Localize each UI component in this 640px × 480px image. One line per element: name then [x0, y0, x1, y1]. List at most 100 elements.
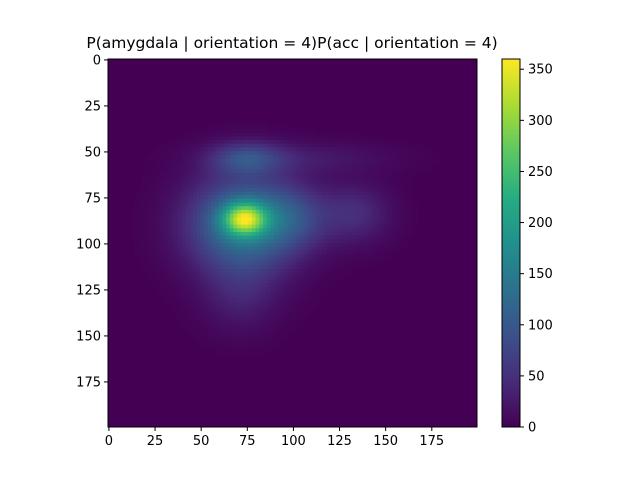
heatmap-cell [303, 298, 308, 303]
heatmap-cell [226, 279, 231, 285]
heatmap-cell [292, 298, 297, 303]
heatmap-cell [322, 231, 327, 237]
heatmap-cell [274, 327, 279, 332]
heatmap-cell [417, 147, 423, 152]
heatmap-cell [181, 287, 187, 292]
heatmap-cell [233, 294, 238, 299]
heatmap-cell [163, 239, 168, 244]
heatmap-cell [189, 176, 194, 182]
heatmap-cell [181, 309, 187, 314]
heatmap-cell [307, 257, 312, 262]
heatmap-cell [148, 246, 153, 251]
heatmap-cell [237, 342, 242, 347]
heatmap-cell [392, 158, 397, 163]
heatmap-cell [255, 294, 260, 299]
heatmap-cell [144, 257, 150, 262]
heatmap-cell [296, 265, 301, 270]
heatmap-cell [325, 198, 330, 204]
heatmap-cell [155, 261, 161, 266]
heatmap-cell [333, 191, 338, 196]
heatmap-cell [170, 198, 176, 204]
heatmap-cell [218, 162, 223, 167]
heatmap-cell [373, 187, 378, 193]
heatmap-cell [310, 231, 316, 237]
heatmap-cell [222, 198, 227, 204]
heatmap-cell [148, 162, 153, 167]
heatmap-cell [174, 246, 179, 251]
heatmap-cell [259, 220, 264, 226]
heatmap-cell [211, 335, 216, 340]
heatmap-cell [281, 276, 286, 281]
heatmap-cell [248, 342, 253, 347]
heatmap-cell [233, 191, 238, 196]
heatmap-cell [281, 290, 286, 296]
heatmap-cell [392, 246, 397, 251]
heatmap-cell [215, 213, 220, 218]
heatmap-cell [233, 195, 238, 200]
heatmap-cell [130, 228, 135, 233]
heatmap-cell [200, 331, 205, 336]
heatmap-cell [222, 154, 227, 159]
heatmap-cell [307, 147, 312, 152]
heatmap-cell [240, 173, 246, 178]
heatmap-cell [388, 184, 393, 189]
heatmap-cell [215, 272, 220, 277]
heatmap-cell [373, 224, 378, 229]
heatmap-cell [178, 220, 183, 226]
heatmap-cell [144, 180, 150, 185]
heatmap-cell [222, 283, 227, 288]
heatmap-cell [299, 217, 305, 222]
heatmap-cell [215, 184, 220, 189]
heatmap-cell [274, 228, 279, 233]
heatmap-cell [218, 136, 223, 141]
heatmap-cell [141, 231, 146, 237]
heatmap-cell [406, 213, 412, 218]
heatmap-cell [144, 243, 150, 248]
heatmap-cell [318, 231, 323, 237]
heatmap-cell [211, 301, 216, 307]
heatmap-cell [274, 213, 279, 218]
heatmap-cell [215, 202, 220, 207]
heatmap-cell [229, 239, 235, 244]
heatmap-cell [270, 147, 275, 152]
heatmap-cell [373, 206, 378, 211]
heatmap-cell [277, 257, 283, 262]
heatmap-cell [189, 279, 194, 285]
heatmap-cell [325, 165, 330, 170]
heatmap-cell [358, 239, 364, 244]
heatmap-cell [255, 198, 260, 204]
heatmap-cell [211, 243, 216, 248]
heatmap-cell [333, 254, 338, 259]
heatmap-cell [429, 154, 434, 159]
heatmap-cell [167, 220, 172, 226]
heatmap-cell [299, 239, 305, 244]
heatmap-cell [270, 335, 275, 340]
heatmap-cell [159, 231, 164, 237]
heatmap-cell [274, 290, 279, 296]
heatmap-cell [229, 231, 235, 237]
heatmap-cell [318, 176, 323, 182]
heatmap-cell [189, 261, 194, 266]
heatmap-cell [237, 187, 242, 193]
heatmap-cell [259, 323, 264, 329]
heatmap-cell [266, 169, 271, 174]
heatmap-cell [281, 246, 286, 251]
heatmap-cell [292, 169, 297, 174]
heatmap-cell [189, 169, 194, 174]
heatmap-cell [222, 239, 227, 244]
heatmap-cell [244, 206, 249, 211]
heatmap-cell [137, 206, 142, 211]
heatmap-cell [222, 132, 227, 137]
heatmap-cell [414, 173, 419, 178]
heatmap-cell [362, 173, 367, 178]
heatmap-cell [377, 239, 382, 244]
heatmap-cell [270, 327, 275, 332]
heatmap-cell [155, 187, 161, 193]
heatmap-cell [240, 283, 246, 288]
heatmap-cell [189, 246, 194, 251]
heatmap-cell [215, 235, 220, 240]
heatmap-cell [255, 187, 260, 193]
heatmap-cell [347, 169, 353, 174]
heatmap-cell [174, 202, 179, 207]
heatmap-cell [163, 224, 168, 229]
